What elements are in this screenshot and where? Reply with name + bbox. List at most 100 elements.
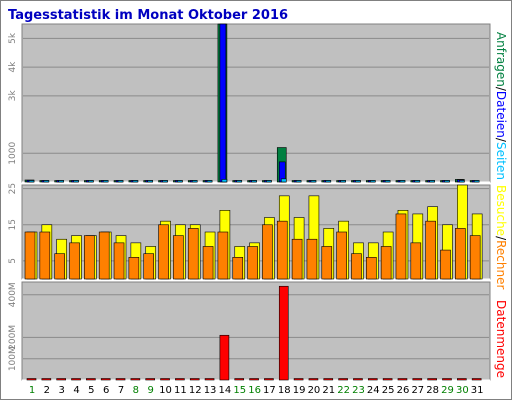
- bar-rechner-day-18: [276, 220, 288, 280]
- bar-datenmenge-day-24: [367, 378, 378, 381]
- plot-area-top: [21, 23, 491, 183]
- legend-entry: Dateien: [494, 91, 508, 138]
- bar-datenmenge-day-29: [442, 378, 452, 381]
- bar-rechner-day-20: [306, 238, 318, 280]
- bar-seiten-day-20: [310, 180, 317, 183]
- legend-middle: Besuche/Rechner: [494, 185, 508, 289]
- series-seiten: [28, 178, 480, 183]
- bar-datenmenge-day-13: [204, 378, 215, 381]
- y-tick-label-top: 1000: [8, 142, 18, 165]
- bar-rechner-day-24: [365, 257, 377, 280]
- bar-seiten-day-21: [325, 180, 332, 183]
- bar-seiten-day-23: [355, 180, 361, 183]
- bar-seiten-day-27: [414, 180, 421, 183]
- bar-datenmenge-day-20: [308, 378, 319, 381]
- x-tick-label: 19: [293, 385, 306, 396]
- x-tick-label: 4: [73, 385, 79, 396]
- y-tick-label-middle: 5: [8, 258, 18, 264]
- x-tick-label: 29: [441, 385, 454, 396]
- bar-seiten-day-6: [102, 180, 109, 183]
- bar-datenmenge-day-4: [71, 378, 81, 381]
- x-tick-label: 31: [471, 385, 484, 396]
- bar-rechner-day-28: [425, 220, 436, 280]
- bar-datenmenge-day-14: [219, 334, 230, 381]
- x-tick-label: 14: [219, 385, 232, 396]
- bar-rechner-day-12: [187, 228, 199, 280]
- bar-datenmenge-day-31: [471, 378, 482, 381]
- bar-rechner-day-25: [380, 246, 392, 280]
- bar-datenmenge-day-18: [278, 285, 289, 381]
- bar-datenmenge-day-21: [323, 378, 334, 381]
- bar-rechner-day-1: [24, 231, 36, 280]
- y-tick-label-bottom: 200M: [8, 325, 18, 350]
- legend-entry: /: [494, 138, 508, 143]
- x-axis-day-labels: 1 2 3 4 5 6 7 8 9 10 11 12 13 14 15 16 17 18 19 20 21 22 23 24 2…: [29, 385, 484, 396]
- bar-seiten-day-26: [399, 180, 406, 183]
- x-tick-label: 20: [308, 385, 321, 396]
- bar-rechner-day-30: [455, 228, 466, 280]
- bar-datenmenge-day-17: [264, 378, 274, 381]
- bar-rechner-day-16: [247, 246, 258, 280]
- bar-rechner-day-8: [128, 257, 140, 280]
- x-tick-label: 30: [456, 385, 469, 396]
- x-tick-label: 25: [382, 385, 395, 396]
- series-rechner: [24, 213, 481, 280]
- bar-seiten-day-22: [340, 180, 346, 183]
- bar-seiten-day-10: [162, 180, 168, 183]
- bar-seiten-day-17: [266, 180, 272, 183]
- y-tick-label-bottom: 100M: [8, 346, 18, 371]
- y-tick-label-top: 5k: [8, 32, 18, 44]
- bar-seiten-day-12: [191, 180, 198, 183]
- x-tick-label: 5: [88, 385, 94, 396]
- bar-seiten-day-2: [43, 180, 50, 183]
- bar-seiten-day-25: [384, 180, 391, 183]
- bar-rechner-day-17: [262, 224, 273, 280]
- bar-rechner-day-31: [469, 235, 481, 280]
- bar-datenmenge-day-10: [160, 378, 170, 381]
- bar-rechner-day-3: [54, 253, 65, 280]
- x-tick-label: 10: [159, 385, 172, 396]
- bar-datenmenge-day-8: [130, 378, 141, 381]
- bar-seiten-day-8: [132, 180, 139, 183]
- bar-datenmenge-day-6: [100, 378, 111, 381]
- x-tick-label: 7: [118, 385, 124, 396]
- legend-entry: Seiten: [494, 142, 508, 180]
- series-datenmenge: [26, 285, 482, 381]
- bar-datenmenge-day-5: [86, 378, 96, 381]
- bar-rechner-day-7: [113, 242, 125, 280]
- bar-rechner-day-2: [39, 231, 51, 280]
- bar-rechner-day-15: [232, 257, 244, 280]
- plot-area-bottom: [21, 281, 491, 381]
- bar-datenmenge-day-3: [56, 378, 66, 381]
- bar-seiten-day-15: [236, 180, 243, 183]
- x-tick-label: 9: [148, 385, 154, 396]
- x-tick-label: 2: [44, 385, 50, 396]
- bar-rechner-day-27: [410, 242, 422, 280]
- bar-seiten-day-5: [88, 180, 94, 183]
- bar-rechner-day-4: [69, 242, 80, 280]
- x-tick-label: 27: [411, 385, 424, 396]
- bar-seiten-day-9: [147, 180, 154, 183]
- bar-seiten-day-4: [73, 180, 79, 183]
- x-tick-label: 21: [322, 385, 335, 396]
- bar-seiten-day-16: [251, 180, 257, 183]
- bar-datenmenge-day-2: [41, 378, 52, 381]
- bar-rechner-day-9: [143, 253, 155, 280]
- bar-rechner-day-21: [321, 246, 333, 280]
- x-tick-label: 24: [367, 385, 380, 396]
- bar-rechner-day-22: [336, 231, 347, 280]
- bar-rechner-day-6: [98, 231, 110, 280]
- bar-datenmenge-day-15: [234, 378, 245, 381]
- x-tick-label: 18: [278, 385, 291, 396]
- x-tick-label: 6: [103, 385, 109, 396]
- bar-seiten-day-3: [58, 180, 64, 183]
- bar-rechner-day-13: [202, 246, 214, 280]
- bar-seiten-day-7: [117, 180, 124, 183]
- x-tick-label: 8: [133, 385, 139, 396]
- bar-datenmenge-day-1: [26, 378, 37, 381]
- bar-seiten-day-31: [473, 180, 480, 183]
- legend-entry: /: [494, 87, 508, 92]
